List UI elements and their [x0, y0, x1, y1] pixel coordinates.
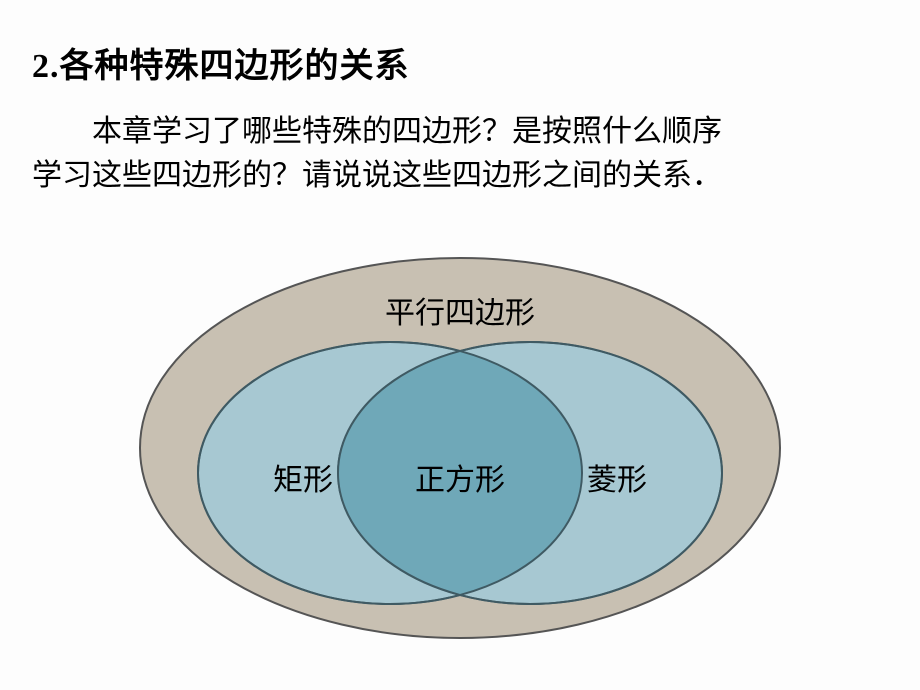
paragraph-line-1: 本章学习了哪些特殊的四边形？是按照什么顺序	[32, 110, 888, 154]
body-paragraph: 本章学习了哪些特殊的四边形？是按照什么顺序 学习这些四边形的？请说说这些四边形之…	[32, 110, 888, 197]
venn-diagram: 平行四边形 矩形 正方形 菱形	[128, 248, 792, 642]
section-heading: 2.各种特殊四边形的关系	[32, 38, 410, 87]
label-parallelogram: 平行四边形	[340, 288, 580, 332]
paragraph-line-2: 学习这些四边形的？请说说这些四边形之间的关系．	[32, 154, 888, 198]
label-rhombus: 菱形	[497, 455, 737, 499]
